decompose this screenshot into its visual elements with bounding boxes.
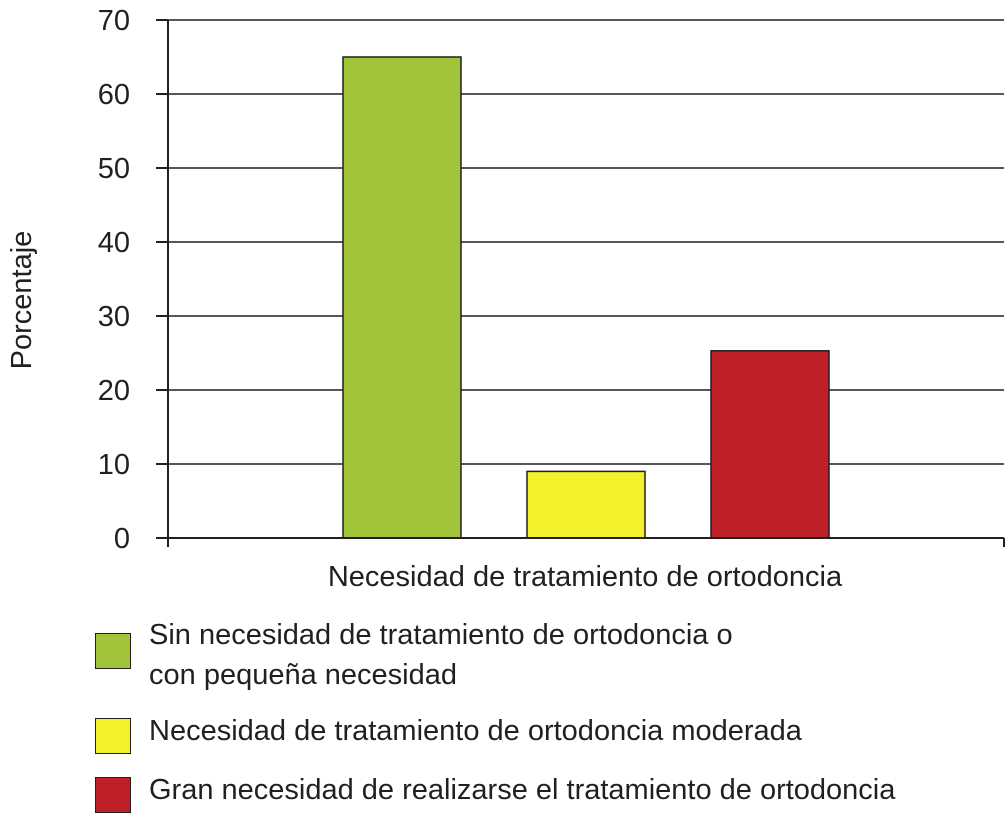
legend-swatch [95,718,131,754]
bar [526,470,646,539]
y-axis-label: Porcentaje [6,231,38,370]
y-tick-label: 50 [98,153,130,185]
x-axis-label: Necesidad de tratamiento de ortodoncia [328,561,843,593]
legend-item: Necesidad de tratamiento de ortodoncia m… [95,711,1000,754]
y-tick-label: 0 [114,523,130,555]
y-tick-label: 60 [98,79,130,111]
legend-item: Gran necesidad de realizarse el tratamie… [95,770,1000,813]
y-axis-ticks: 0 10 20 30 40 50 60 70 [98,5,168,555]
bar-chart: 0 10 20 30 40 50 60 70 Porcentaje Necesidad de … [6,5,1005,593]
legend-item: Sin necesidad de tratamiento de ortodonc… [95,615,1000,695]
y-tick-label: 10 [98,449,130,481]
y-tick-label: 70 [98,5,130,37]
bars [342,56,830,539]
legend-swatch [95,633,131,669]
y-tick-label: 40 [98,227,130,259]
legend: Sin necesidad de tratamiento de ortodonc… [95,615,1000,829]
y-tick-label: 30 [98,301,130,333]
legend-swatch [95,777,131,813]
y-tick-label: 20 [98,375,130,407]
legend-label: Sin necesidad de tratamiento de ortodonc… [149,619,733,691]
legend-label: Gran necesidad de realizarse el tratamie… [149,774,896,806]
gridlines [168,19,1004,465]
legend-label: Necesidad de tratamiento de ortodoncia m… [149,715,802,747]
bar [342,56,462,539]
bar [710,350,830,539]
